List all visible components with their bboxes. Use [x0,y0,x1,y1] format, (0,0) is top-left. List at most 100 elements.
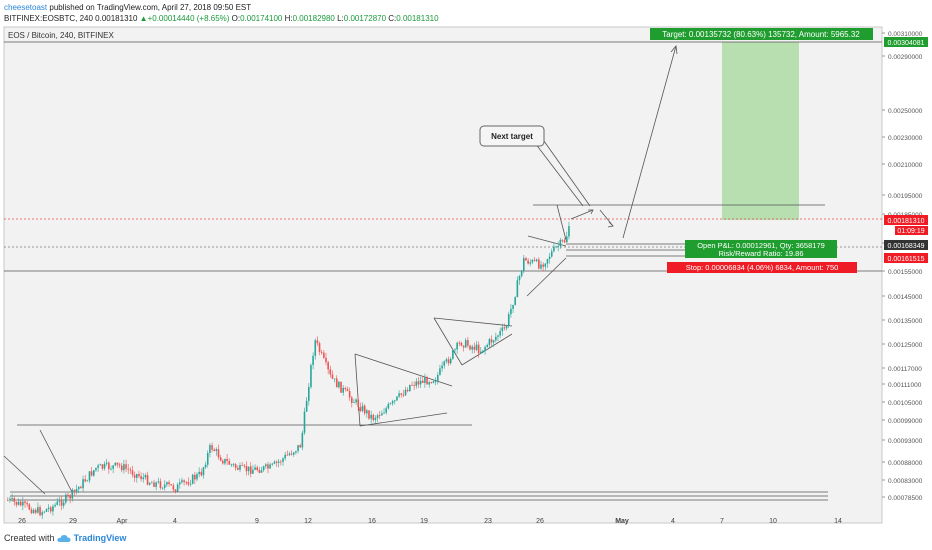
candle-body [277,461,280,463]
callout-text: Next target [491,132,533,141]
pnl-label-bg[interactable] [685,240,837,258]
candle-body [26,503,28,505]
candle-body [376,415,379,418]
candle-body [497,335,499,337]
candle-body [116,462,119,465]
candle-body [400,393,403,395]
trend-drawings[interactable] [3,45,678,495]
y-tick-label: 0.00088000 [888,460,923,467]
trend-line[interactable] [359,412,448,427]
candle-body [288,453,291,455]
candle-body [366,410,368,414]
y-axis-ticks: 0.00310000 0.00290000 0.00250000 0.00230000… [882,31,923,502]
candle-body [443,361,446,366]
candle-body [56,501,59,505]
author-link[interactable]: cheesetoast [4,3,48,12]
x-tick-label: 16 [368,518,376,525]
trend-line[interactable] [556,204,567,241]
candle-body [430,382,433,383]
position-labels[interactable]: Target: 0.00135732 (80.63%) 135732, Amou… [650,28,873,273]
candle-body [125,464,127,469]
tradingview-link[interactable]: TradingView [73,533,127,543]
candle-body [80,486,82,489]
x-tick-label: Apr [117,518,129,525]
open-label: O: [231,14,241,23]
candle-body [299,445,301,448]
candle-body [404,389,407,396]
candle-body [183,480,185,482]
trend-line[interactable] [3,455,46,495]
candle-body [194,474,196,480]
trend-line[interactable] [622,45,677,239]
candle-body [550,251,553,257]
y-tick-label: 0.00078500 [888,495,923,502]
candle-body [9,498,11,501]
candles [7,221,570,519]
candle-body [417,381,420,385]
candle-body [391,401,394,404]
candle-body [449,358,452,364]
candle-body [544,263,547,267]
candle-body [41,512,43,516]
candle-body [222,460,224,464]
stop-label-bg[interactable] [667,262,857,273]
trend-line[interactable] [570,209,594,220]
target-label-bg[interactable] [650,28,873,40]
candle-body [110,468,112,470]
candle-body [284,454,286,459]
profit-zone[interactable] [722,42,799,220]
candle-body [73,489,76,492]
candle-body [219,457,222,461]
candle-body [428,382,430,385]
trend-line[interactable] [543,140,591,207]
candle-body [267,464,269,469]
candle-body [129,469,132,471]
x-tick-label: 29 [69,518,77,525]
y-tick-label: 0.00210000 [888,162,923,169]
candle-body [434,381,437,382]
ohlc-line: BITFINEX:EOSBTC, 240 0.00181310 ▲+0.0001… [4,13,439,24]
candle-body [473,346,476,350]
candle-body [230,464,233,466]
candle-body [372,414,375,420]
trend-line[interactable] [354,353,361,427]
candle-body [557,246,559,248]
open-value: 0.00174100 [240,14,283,23]
candle-body [50,507,52,512]
candle-body [224,458,226,464]
candle-body [161,487,164,489]
trend-line[interactable] [39,429,73,493]
candle-body [28,504,31,510]
candle-body [168,482,170,485]
candle-body [7,500,9,501]
candle-body [103,463,106,469]
x-tick-label: 23 [484,518,492,525]
candle-body [340,381,342,393]
candle-body [406,389,409,392]
candle-body [241,465,243,466]
trend-line[interactable] [461,333,513,366]
last-price: 0.00181310 [95,14,138,23]
candle-body [359,407,362,411]
candle-body [187,482,190,485]
candle-body [510,308,512,315]
trend-line[interactable] [526,257,567,297]
trend-line[interactable] [534,142,584,207]
candle-body [163,484,166,488]
candle-body [269,464,271,469]
candle-body [529,262,532,264]
candle-body [348,391,351,398]
candle-body [146,475,149,485]
trend-line[interactable] [433,317,513,327]
callout-box[interactable] [479,125,545,147]
candle-body [273,461,276,464]
trend-line[interactable] [433,317,463,366]
candle-body [256,467,258,471]
candle-body [258,470,261,473]
footer: Created with TradingView [4,533,126,543]
candle-body [561,239,564,241]
candle-body [424,376,426,383]
next-target-callout[interactable]: Next target [479,125,545,147]
candle-body [77,486,80,490]
